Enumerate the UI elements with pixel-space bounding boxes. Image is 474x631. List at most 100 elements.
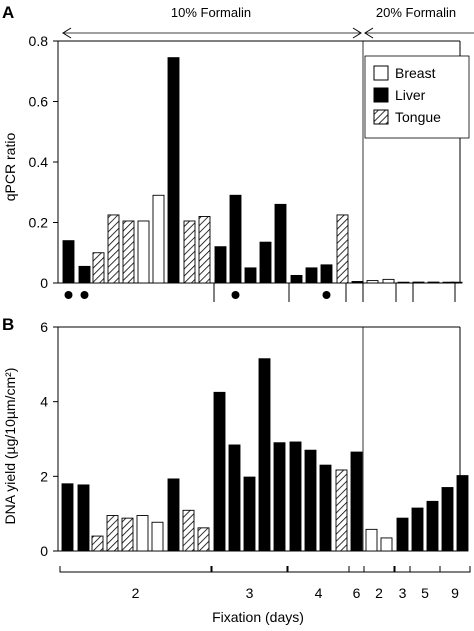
bar-tongue: [197, 527, 210, 552]
legend-swatch-tongue: [373, 109, 389, 125]
bar-breast: [380, 537, 393, 552]
day-group-label: 9: [451, 585, 459, 601]
bar-breast: [365, 528, 378, 552]
region-20-label: 20% Formalin: [376, 5, 456, 20]
day-group-bracket: [211, 566, 288, 573]
day-group-label: 2: [132, 585, 140, 601]
y-tick-label: 0: [40, 543, 48, 559]
day-group-bracket: [287, 566, 350, 573]
significance-dot: [64, 291, 73, 299]
bar-liver: [450, 281, 463, 284]
day-group-bracket: [439, 566, 471, 573]
legend: Breast Liver Tongue: [364, 55, 470, 139]
bar-tongue: [106, 515, 119, 552]
day-group-bracket: [394, 566, 411, 573]
bar-liver: [351, 281, 364, 284]
bar-liver: [427, 281, 440, 284]
bar-liver: [62, 240, 75, 284]
day-group-bracket: [348, 566, 365, 573]
bar-liver: [77, 484, 90, 552]
bar-liver: [319, 464, 332, 552]
bar-liver: [305, 267, 318, 284]
bar-liver: [350, 451, 363, 552]
day-group-label: 3: [246, 585, 254, 601]
panel-a-ylabel: qPCR ratio: [2, 133, 18, 202]
day-group-bracket: [409, 566, 441, 573]
legend-label-tongue: Tongue: [395, 109, 441, 125]
panel-b-bars: [61, 358, 469, 552]
day-group-bracket: [363, 566, 395, 573]
bar-tongue: [198, 215, 211, 284]
bar-tongue: [121, 517, 134, 552]
bar-liver: [289, 441, 302, 552]
x-axis-label: Fixation (days): [212, 609, 304, 625]
significance-dot: [231, 291, 240, 299]
y-tick-label: 0.6: [29, 94, 49, 110]
panel-a-label: A: [2, 3, 14, 22]
bar-liver: [290, 274, 303, 284]
bar-liver: [441, 487, 454, 552]
y-tick-label: 0.4: [29, 154, 49, 170]
bar-liver: [167, 478, 180, 552]
bar-tongue: [91, 535, 104, 552]
bar-liver: [61, 483, 74, 552]
bar-tongue: [92, 252, 105, 284]
panel-a-bars: [62, 57, 463, 284]
bar-liver: [214, 246, 227, 284]
region-arrows: [62, 27, 474, 39]
bar-liver: [228, 444, 241, 552]
bar-liver: [274, 203, 287, 284]
y-tick-label: 4: [40, 394, 48, 410]
bar-breast: [152, 194, 165, 284]
y-tick-label: 2: [40, 468, 48, 484]
panel-a-yticks: 0 0.2 0.4 0.6 0.8: [29, 33, 58, 291]
bar-tongue: [183, 220, 196, 284]
y-tick-label: 6: [40, 319, 48, 335]
bar-liver: [78, 265, 91, 284]
panel-a-bottom-markers: [64, 283, 456, 302]
bar-tongue: [182, 509, 195, 552]
bar-breast: [151, 521, 164, 552]
legend-swatch-breast: [373, 65, 389, 81]
bar-liver: [396, 517, 409, 552]
bar-liver: [244, 267, 257, 284]
bar-liver: [273, 442, 286, 552]
legend-swatch-liver: [373, 87, 389, 103]
bar-breast: [366, 280, 379, 284]
bar-liver: [411, 507, 424, 552]
bar-liver: [412, 281, 425, 284]
bar-liver: [304, 449, 317, 552]
y-tick-label: 0: [40, 275, 48, 291]
y-tick-label: 0.2: [29, 215, 49, 231]
day-group-label: 4: [315, 585, 323, 601]
legend-label-liver: Liver: [395, 87, 426, 103]
bar-liver: [258, 358, 271, 552]
bar-liver: [456, 475, 469, 552]
bar-breast: [136, 515, 149, 552]
day-group-label: 5: [421, 585, 429, 601]
panel-b-yticks: 0 2 4 6: [40, 319, 58, 559]
bar-tongue: [336, 214, 349, 284]
bar-liver: [397, 281, 410, 284]
bar-liver: [259, 241, 272, 284]
bar-tongue: [107, 214, 120, 284]
day-group-label: 2: [375, 585, 383, 601]
bar-tongue: [122, 220, 135, 284]
legend-label-breast: Breast: [395, 65, 436, 81]
bar-liver: [426, 500, 439, 552]
bar-breast: [137, 220, 150, 284]
bar-liver: [320, 264, 333, 284]
panel-b-label: B: [2, 315, 14, 334]
day-group-label: 3: [399, 585, 407, 601]
bar-breast: [382, 278, 395, 284]
bar-tongue: [335, 469, 348, 552]
bar-liver: [213, 391, 226, 552]
panel-b-ylabel: DNA yield (µg/10µm/cm²): [2, 368, 18, 525]
bar-liver: [229, 194, 242, 284]
significance-dot: [322, 291, 331, 299]
bar-liver: [243, 476, 256, 552]
significance-dot: [80, 291, 89, 299]
bar-liver: [167, 57, 180, 284]
